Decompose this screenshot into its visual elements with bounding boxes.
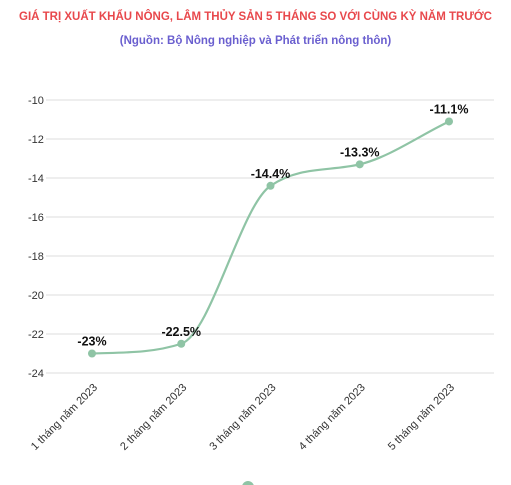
data-points (88, 117, 453, 358)
data-point (266, 181, 275, 190)
data-label: -23% (77, 335, 106, 349)
data-label: -11.1% (430, 102, 469, 116)
y-tick-label: -10 (28, 95, 44, 107)
data-point (355, 160, 364, 169)
chart-title: GIÁ TRỊ XUẤT KHẨU NÔNG, LÂM THỦY SẢN 5 T… (19, 11, 492, 23)
x-tick-label: 3 tháng năm 2023 (207, 382, 278, 453)
legend (242, 481, 254, 485)
y-tick-label: -18 (28, 251, 44, 263)
y-tick-label: -20 (28, 290, 44, 302)
series-line (91, 120, 450, 355)
grid-lines (46, 99, 494, 374)
data-label: -13.3% (340, 145, 380, 159)
y-tick-label: -12 (28, 134, 44, 146)
x-tick-label: 1 tháng năm 2023 (29, 382, 100, 453)
data-point (88, 349, 96, 358)
data-label: -14.4% (251, 167, 291, 181)
y-tick-label: -14 (28, 173, 44, 185)
series-line-path (91, 120, 450, 355)
data-labels: -23% -22.5% -14.4% -13.3% -11.1% (77, 102, 468, 348)
x-tick-label: 5 tháng năm 2023 (386, 382, 457, 453)
chart-subtitle: (Nguồn: Bộ Nông nghiệp và Phát triển nôn… (119, 35, 392, 47)
y-tick-label: -24 (28, 368, 44, 380)
y-tick-label: -22 (28, 329, 44, 341)
data-point (177, 339, 186, 348)
x-tick-label: 4 tháng năm 2023 (297, 382, 368, 453)
data-point (445, 117, 453, 126)
x-axis-ticks: 1 tháng năm 2023 2 tháng năm 2023 3 tháng … (29, 382, 457, 453)
legend-marker (242, 481, 254, 485)
y-axis-ticks: -10 -12 -14 -16 -18 -20 -22 -24 (28, 95, 44, 380)
data-label: -22.5% (161, 325, 201, 339)
y-tick-label: -16 (28, 212, 44, 224)
x-tick-label: 2 tháng năm 2023 (118, 382, 189, 453)
